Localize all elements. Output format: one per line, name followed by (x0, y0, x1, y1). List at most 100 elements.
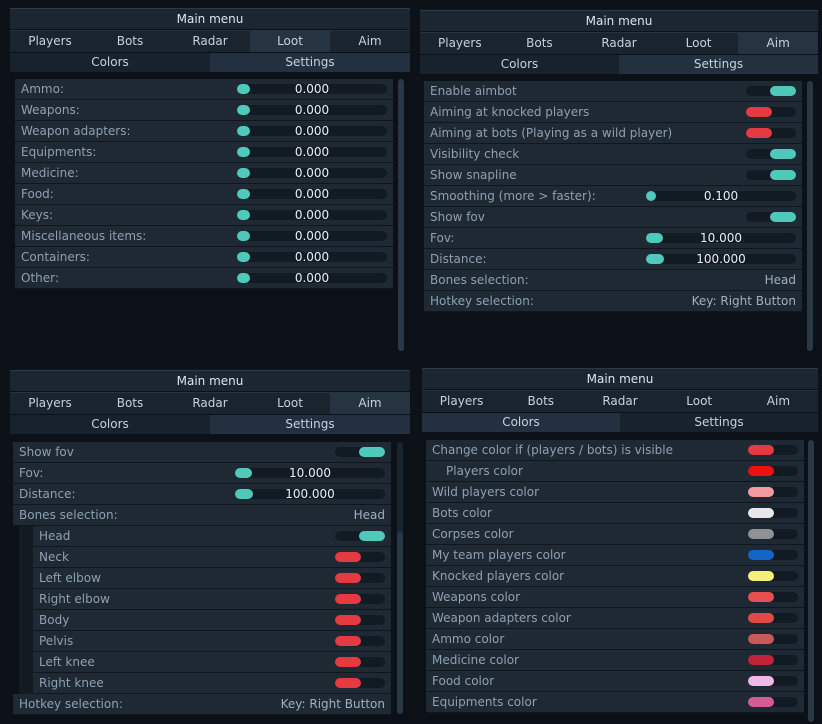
subtab-colors[interactable]: Colors (91, 55, 129, 69)
weapons-color-picker[interactable] (748, 592, 798, 602)
subtab-settings[interactable]: Settings (210, 415, 410, 434)
tab-bots[interactable]: Bots (527, 394, 555, 408)
row-label: Smoothing (more > faster): (430, 189, 596, 203)
tab-bots[interactable]: Bots (116, 396, 144, 410)
tab-aim[interactable]: Aim (766, 394, 791, 408)
subtab-colors[interactable]: Colors (422, 413, 620, 432)
bone-left-knee-toggle[interactable] (335, 657, 385, 667)
slider-fill (235, 468, 252, 478)
row-label: Hotkey selection: (430, 294, 534, 308)
ammo-slider[interactable]: 0.000 (237, 82, 387, 96)
keys-slider[interactable]: 0.000 (237, 208, 387, 222)
subtab-settings[interactable]: Settings (694, 415, 744, 429)
tab-loot[interactable]: Loot (277, 396, 303, 410)
smoothing-slider[interactable]: 0.100 (646, 189, 796, 203)
team-players-color-picker[interactable] (748, 550, 798, 560)
show-fov-toggle[interactable] (746, 212, 796, 222)
subtab-colors[interactable]: Colors (500, 57, 539, 71)
enable-aimbot-toggle[interactable] (746, 86, 796, 96)
scrollbar[interactable] (398, 79, 404, 351)
scrollbar-thumb[interactable] (807, 81, 813, 351)
fov-slider[interactable]: 10.000 (235, 466, 385, 480)
weapon-adapters-slider[interactable]: 0.000 (237, 124, 387, 138)
slider-fill (237, 189, 250, 199)
tab-loot[interactable]: Loot (686, 394, 713, 408)
tab-players[interactable]: Players (438, 36, 482, 50)
show-fov-toggle[interactable] (335, 447, 385, 457)
slider-fill (237, 273, 250, 283)
bots-color-picker[interactable] (748, 508, 798, 518)
bone-pelvis-toggle[interactable] (335, 636, 385, 646)
scrollbar-thumb[interactable] (397, 532, 403, 714)
hotkey-selection-row[interactable]: Hotkey selection: Key: Right Button (13, 694, 391, 715)
weapons-slider[interactable]: 0.000 (237, 103, 387, 117)
tab-bots[interactable]: Bots (526, 36, 553, 50)
bone-right-knee-row: Right knee (33, 673, 391, 694)
hotkey-selection-row[interactable]: Hotkey selection: Key: Right Button (424, 291, 802, 312)
fov-slider[interactable]: 10.000 (646, 231, 796, 245)
bone-left-elbow-row: Left elbow (33, 568, 391, 589)
visibility-check-toggle[interactable] (746, 149, 796, 159)
scrollbar-thumb[interactable] (808, 440, 814, 722)
bone-head-toggle[interactable] (335, 531, 385, 541)
tab-radar[interactable]: Radar (601, 36, 637, 50)
tab-players[interactable]: Players (28, 396, 72, 410)
bone-neck-toggle[interactable] (335, 552, 385, 562)
distance-slider[interactable]: 100.000 (235, 487, 385, 501)
toggle-knob (335, 552, 361, 562)
show-snapline-toggle[interactable] (746, 170, 796, 180)
bone-right-knee-toggle[interactable] (335, 678, 385, 688)
tab-aim[interactable]: Aim (330, 393, 410, 414)
bones-selection-row[interactable]: Bones selection: Head (13, 505, 391, 526)
tab-loot[interactable]: Loot (250, 31, 330, 52)
scrollbar-thumb[interactable] (398, 79, 404, 351)
show-fov-row: Show fov (13, 442, 391, 463)
tab-players[interactable]: Players (439, 394, 484, 408)
aim-bots-toggle[interactable] (746, 128, 796, 138)
tab-radar[interactable]: Radar (192, 396, 228, 410)
corpses-color-picker[interactable] (748, 529, 798, 539)
food-slider[interactable]: 0.000 (237, 187, 387, 201)
row-label: Show fov (430, 210, 485, 224)
ammo-color-picker[interactable] (748, 634, 798, 644)
bone-neck-row: Neck (33, 547, 391, 568)
scrollbar[interactable] (808, 440, 814, 722)
main-tabs: Players Bots Radar Loot Aim (10, 30, 410, 52)
players-color-picker[interactable] (748, 466, 798, 476)
medicine-slider[interactable]: 0.000 (237, 166, 387, 180)
tab-radar[interactable]: Radar (192, 34, 228, 48)
equipments-slider[interactable]: 0.000 (237, 145, 387, 159)
tab-aim[interactable]: Aim (358, 34, 382, 48)
tab-bots[interactable]: Bots (116, 34, 144, 48)
wild-players-color-picker[interactable] (748, 487, 798, 497)
distance-slider[interactable]: 100.000 (646, 252, 796, 266)
weapon-adapters-color-picker[interactable] (748, 613, 798, 623)
bones-selection-value: Head (764, 273, 796, 287)
subtab-settings[interactable]: Settings (210, 53, 410, 72)
bone-body-row: Body (33, 610, 391, 631)
slider-fill (237, 126, 250, 136)
knocked-players-color-picker[interactable] (748, 571, 798, 581)
misc-slider[interactable]: 0.000 (237, 229, 387, 243)
tab-players[interactable]: Players (28, 34, 72, 48)
equipments-color-picker[interactable] (748, 697, 798, 707)
aim-knocked-toggle[interactable] (746, 107, 796, 117)
other-slider[interactable]: 0.000 (237, 271, 387, 285)
bone-body-toggle[interactable] (335, 615, 385, 625)
bones-selection-row[interactable]: Bones selection: Head (424, 270, 802, 291)
color-visible-picker[interactable] (748, 445, 798, 455)
tab-radar[interactable]: Radar (602, 394, 638, 408)
row-label: Miscellaneous items: (21, 229, 147, 243)
scrollbar[interactable] (807, 81, 813, 351)
containers-slider[interactable]: 0.000 (237, 250, 387, 264)
subtab-settings[interactable]: Settings (619, 55, 818, 74)
bone-left-elbow-toggle[interactable] (335, 573, 385, 583)
medicine-color-picker[interactable] (748, 655, 798, 665)
bone-right-elbow-toggle[interactable] (335, 594, 385, 604)
food-color-picker[interactable] (748, 676, 798, 686)
team-players-color-row: My team players color (426, 545, 804, 566)
tab-aim[interactable]: Aim (738, 33, 818, 54)
scrollbar[interactable] (397, 442, 403, 714)
subtab-colors[interactable]: Colors (91, 417, 129, 431)
tab-loot[interactable]: Loot (685, 36, 712, 50)
